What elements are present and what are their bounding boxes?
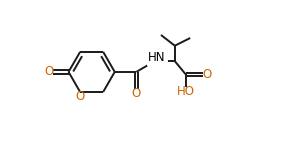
Text: O: O	[202, 68, 212, 81]
Text: HN: HN	[148, 51, 166, 64]
Text: O: O	[75, 90, 85, 103]
Text: O: O	[44, 65, 53, 78]
Text: HO: HO	[177, 85, 195, 98]
Text: HN: HN	[148, 51, 166, 64]
Text: O: O	[132, 87, 141, 100]
